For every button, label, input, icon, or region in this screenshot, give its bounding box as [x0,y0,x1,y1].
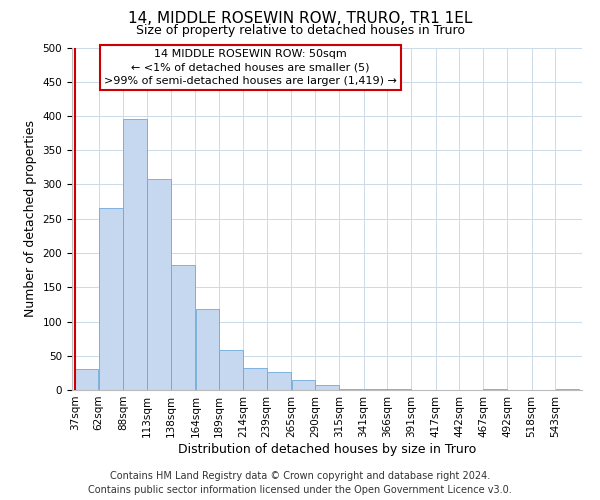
Bar [315,384,339,390]
Text: Contains HM Land Registry data © Crown copyright and database right 2024.
Contai: Contains HM Land Registry data © Crown c… [88,471,512,495]
Bar [220,350,243,390]
Text: 14, MIDDLE ROSEWIN ROW, TRURO, TR1 1EL: 14, MIDDLE ROSEWIN ROW, TRURO, TR1 1EL [128,11,472,26]
Bar [556,388,579,390]
Text: 14 MIDDLE ROSEWIN ROW: 50sqm
← <1% of detached houses are smaller (5)
>99% of se: 14 MIDDLE ROSEWIN ROW: 50sqm ← <1% of de… [104,49,397,86]
Bar [196,309,219,390]
Bar [124,120,147,390]
Bar [243,368,266,390]
Y-axis label: Number of detached properties: Number of detached properties [24,120,37,318]
Bar [267,372,291,390]
Bar [147,179,170,390]
Text: Size of property relative to detached houses in Truro: Size of property relative to detached ho… [136,24,464,37]
Bar [292,380,315,390]
Bar [75,370,98,390]
Bar [484,388,507,390]
Bar [99,208,123,390]
X-axis label: Distribution of detached houses by size in Truro: Distribution of detached houses by size … [178,442,476,456]
Bar [171,264,196,390]
